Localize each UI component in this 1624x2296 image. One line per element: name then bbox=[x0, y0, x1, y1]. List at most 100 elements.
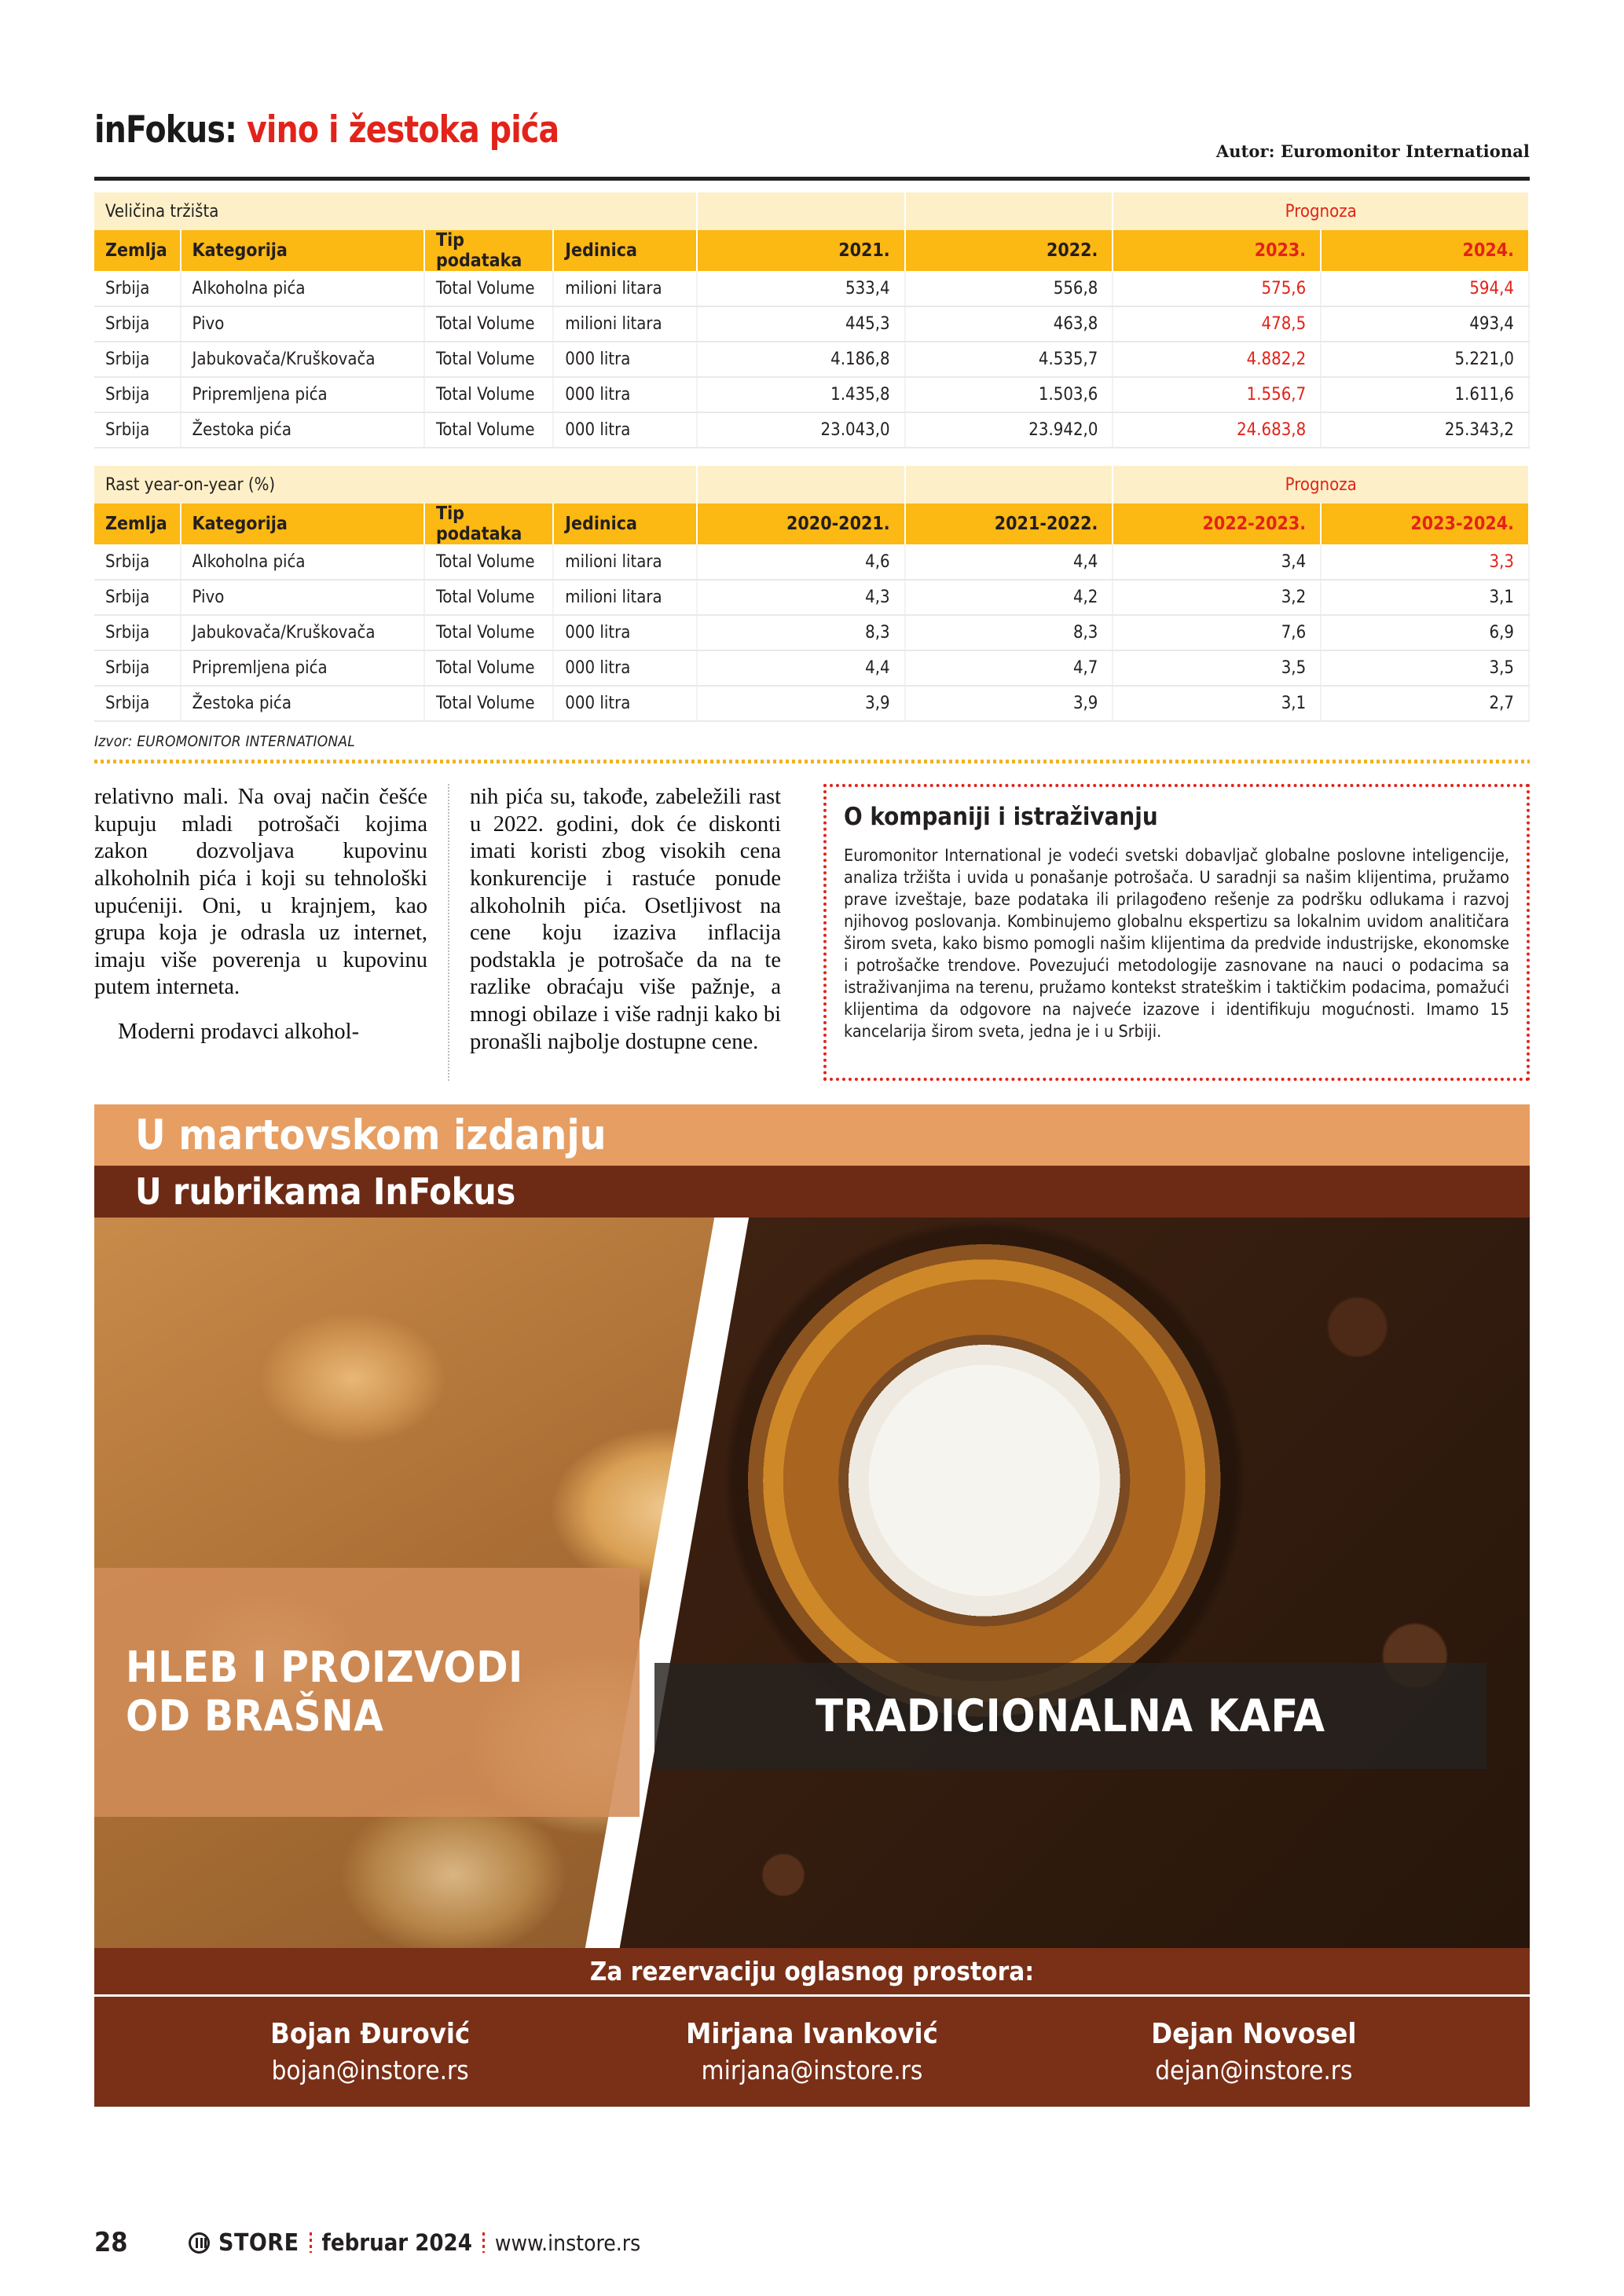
brand-name: STORE bbox=[218, 2228, 299, 2257]
table-cell: Žestoka pića bbox=[180, 686, 425, 722]
table-cell: milioni litara bbox=[553, 544, 698, 580]
col-header-2023: 2023. bbox=[1113, 230, 1322, 271]
table-cell: 4,7 bbox=[904, 650, 1114, 687]
table-cell: 8,3 bbox=[696, 615, 906, 651]
table-row: Srbija Jabukovača/Kruškovača Total Volume 0… bbox=[94, 615, 1530, 651]
article-column-2: nih pića su, takođe, zabeležili rast u 2… bbox=[448, 784, 801, 1081]
table-cell: 4.535,7 bbox=[904, 342, 1114, 378]
table-cell: 5.221,0 bbox=[1321, 342, 1530, 378]
in-circle-icon bbox=[189, 2232, 210, 2254]
infobox-body: Euromonitor International je vodeći svet… bbox=[844, 846, 1509, 1042]
table-cell: Alkoholna pića bbox=[180, 271, 425, 307]
footer-separator-icon bbox=[309, 2232, 312, 2253]
table-cell: 3,9 bbox=[904, 686, 1114, 722]
table-cell: Jabukovača/Kruškovača bbox=[180, 342, 425, 378]
table-caption-row: Veličina tržišta Prognoza bbox=[94, 192, 1530, 230]
website-url[interactable]: www.instore.rs bbox=[494, 2229, 641, 2256]
footer-separator-icon bbox=[482, 2232, 485, 2253]
col-header-tip-podataka: Tip podataka bbox=[423, 504, 555, 544]
article-columns: relativno mali. Na ovaj način češće kupu… bbox=[94, 784, 1530, 1081]
table-cell: Pivo bbox=[180, 306, 425, 342]
contact-card[interactable]: Bojan Đurović bojan@instore.rs bbox=[149, 2018, 591, 2085]
table-cell: Pripremljena pića bbox=[180, 650, 425, 687]
brand-logo: STORE bbox=[189, 2229, 299, 2257]
contact-card[interactable]: Dejan Novosel dejan@instore.rs bbox=[1033, 2018, 1475, 2085]
table-header-row: Zemlja Kategorija Tip podataka Jedinica … bbox=[94, 504, 1530, 544]
table-row: Srbija Žestoka pića Total Volume 000 litra 2… bbox=[94, 412, 1530, 449]
table-cell: Total Volume bbox=[423, 377, 555, 413]
table-cell: Pivo bbox=[180, 580, 425, 616]
table-cell: 4.882,2 bbox=[1113, 342, 1322, 378]
source-note: Izvor: EUROMONITOR INTERNATIONAL bbox=[94, 733, 355, 750]
dotted-divider bbox=[94, 760, 1530, 764]
table-cell: 3,1 bbox=[1113, 686, 1322, 722]
infobox-title: O kompaniji i istraživanju bbox=[844, 803, 1158, 831]
article-column-1: relativno mali. Na ovaj način češće kupu… bbox=[94, 784, 448, 1081]
table-cell: 000 litra bbox=[553, 377, 698, 413]
table-cell: Total Volume bbox=[423, 615, 555, 651]
table-cell: 3,5 bbox=[1113, 650, 1322, 687]
paragraph: relativno mali. Na ovaj način češće kupu… bbox=[94, 785, 427, 1000]
author-byline: Autor: Euromonitor International bbox=[1215, 141, 1530, 161]
table-cell: 478,5 bbox=[1113, 306, 1322, 342]
table-cell: Srbija bbox=[94, 650, 181, 687]
table-cell: Srbija bbox=[94, 271, 181, 307]
table-cell: Srbija bbox=[94, 377, 181, 413]
table-cell: 23.942,0 bbox=[904, 412, 1114, 449]
table-row: Srbija Pivo Total Volume milioni litara 445,… bbox=[94, 306, 1530, 342]
table-cell: 3,3 bbox=[1321, 544, 1530, 580]
col-header-2022: 2022. bbox=[904, 230, 1114, 271]
page-footer: 28 STORE februar 2024 www.instore.rs bbox=[94, 2227, 1530, 2258]
contact-name: Bojan Đurović bbox=[270, 2018, 471, 2050]
table-cell: 1.503,6 bbox=[904, 377, 1114, 413]
col-header-2023-2024: 2023-2024. bbox=[1321, 504, 1530, 544]
col-header-jedinica: Jedinica bbox=[553, 230, 698, 271]
table-cell: Total Volume bbox=[423, 686, 555, 722]
ad-reserve-label: Za rezervaciju oglasnog prostora: bbox=[589, 1956, 1035, 1987]
table-cell: 25.343,2 bbox=[1321, 412, 1530, 449]
contact-card[interactable]: Mirjana Ivanković mirjana@instore.rs bbox=[591, 2018, 1032, 2085]
header-divider bbox=[94, 177, 1530, 181]
ad-band-infokus: U rubrikama InFokus bbox=[94, 1166, 1530, 1218]
table-cell: 4,4 bbox=[696, 650, 906, 687]
forecast-label: Prognoza bbox=[1113, 466, 1530, 504]
table-cell: Total Volume bbox=[423, 544, 555, 580]
coffee-caption: TRADICIONALNA KAFA bbox=[654, 1663, 1487, 1770]
ad-band2-label: U rubrikama InFokus bbox=[135, 1170, 516, 1213]
table-cell: Pripremljena pića bbox=[180, 377, 425, 413]
table-cell: 445,3 bbox=[696, 306, 906, 342]
caption-spacer-2 bbox=[904, 192, 1114, 230]
page-title: inFokus: vino i žestoka pića bbox=[94, 108, 559, 152]
table-caption-row: Rast year-on-year (%) Prognoza bbox=[94, 466, 1530, 504]
table-cell: Srbija bbox=[94, 544, 181, 580]
table-cell: 4.186,8 bbox=[696, 342, 906, 378]
col-header-2022-2023: 2022-2023. bbox=[1113, 504, 1322, 544]
contact-email[interactable]: bojan@instore.rs bbox=[271, 2055, 469, 2085]
table-cell: 6,9 bbox=[1321, 615, 1530, 651]
table-cell: 4,4 bbox=[904, 544, 1114, 580]
table-caption: Veličina tržišta bbox=[94, 192, 698, 230]
advertisement[interactable]: U martovskom izdanju U rubrikama InFokus… bbox=[94, 1104, 1530, 2107]
bread-caption-line2: OD BRAŠNA bbox=[126, 1691, 384, 1741]
table-row: Srbija Pivo Total Volume milioni litara 4,3 4… bbox=[94, 580, 1530, 616]
table-cell: Total Volume bbox=[423, 412, 555, 449]
table-cell: 000 litra bbox=[553, 615, 698, 651]
table-header-row: Zemlja Kategorija Tip podataka Jedinica … bbox=[94, 230, 1530, 271]
col-header-2021-2022: 2021-2022. bbox=[904, 504, 1114, 544]
contact-email[interactable]: dejan@instore.rs bbox=[1155, 2055, 1353, 2085]
col-header-zemlja: Zemlja bbox=[94, 504, 181, 544]
table-cell: Žestoka pića bbox=[180, 412, 425, 449]
ad-band-march-edition: U martovskom izdanju bbox=[94, 1104, 1530, 1166]
col-header-2021: 2021. bbox=[696, 230, 906, 271]
table-cell: 24.683,8 bbox=[1113, 412, 1322, 449]
paragraph: Moderni prodavci alkohol- bbox=[118, 1020, 360, 1044]
ad-contacts: Bojan Đurović bojan@instore.rs Mirjana I… bbox=[94, 1997, 1530, 2107]
table-cell: 4,2 bbox=[904, 580, 1114, 616]
table-cell: 1.435,8 bbox=[696, 377, 906, 413]
contact-email[interactable]: mirjana@instore.rs bbox=[701, 2055, 923, 2085]
table-row: Srbija Pripremljena pića Total Volume 000 l… bbox=[94, 650, 1530, 687]
kicker-red: vino i žestoka pića bbox=[246, 108, 559, 152]
table-cell: 1.556,7 bbox=[1113, 377, 1322, 413]
table-caption: Rast year-on-year (%) bbox=[94, 466, 698, 504]
ad-reserve-bar: Za rezervaciju oglasnog prostora: bbox=[94, 1948, 1530, 1997]
